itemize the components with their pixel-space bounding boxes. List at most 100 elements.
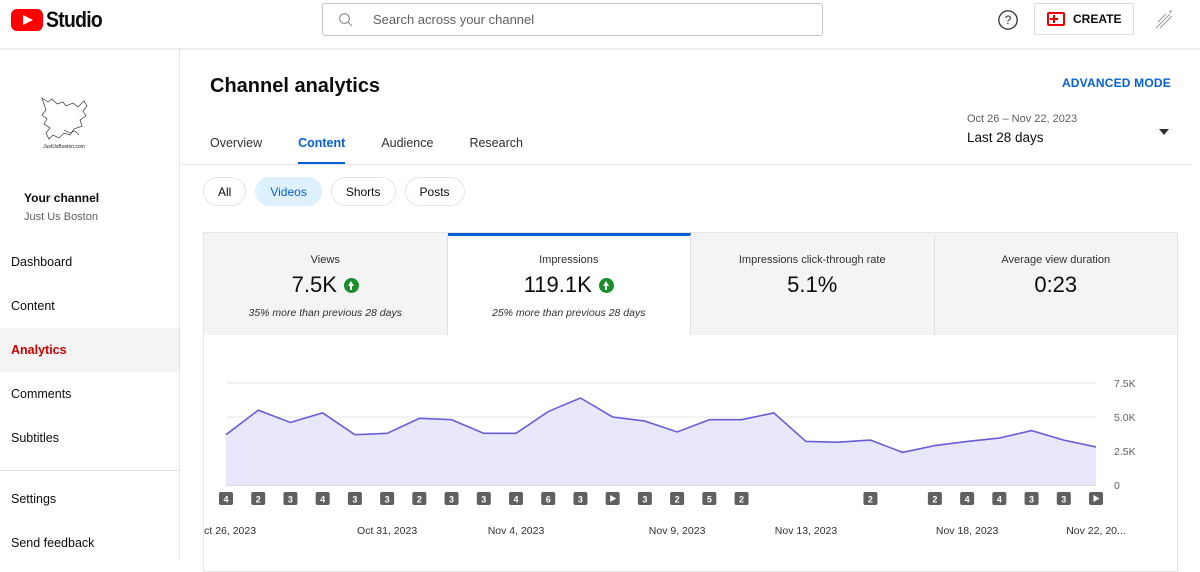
search-box[interactable] [322,3,823,36]
metric-label: Impressions click-through rate [738,254,886,266]
video-marker [283,492,298,505]
video-marker [251,492,266,505]
x-tick-label: Nov 13, 2023 [775,525,838,537]
sidebar-item-content[interactable]: Content [11,299,55,313]
video-marker-count: 2 [417,495,422,505]
sidebar-item-comments[interactable]: Comments [11,387,72,401]
logo-text: Studio [46,7,103,32]
metric-value-row: 7.5K [204,272,447,298]
account-avatar-icon[interactable] [1152,8,1176,32]
video-marker-count: 2 [739,495,744,505]
channel-avatar[interactable]: JustUsBoston.com [24,84,104,164]
play-icon [1093,495,1100,502]
chip-videos[interactable]: Videos [255,177,322,206]
tab-content[interactable]: Content [298,130,346,165]
chip-all[interactable]: All [203,177,247,206]
video-marker-count: 3 [449,495,454,505]
video-marker [219,492,233,505]
metric-card-ctr[interactable]: Impressions click-through rate 5.1% [691,233,935,335]
channel-avatar-text: JustUsBoston.com [43,144,85,150]
x-tick-label: Nov 18, 2023 [936,525,999,537]
video-marker-count: 3 [385,495,390,505]
y-tick-label: 5.0K [1114,412,1136,424]
video-marker [637,492,652,505]
video-marker [670,492,685,505]
main-content: Channel analytics ADVANCED MODE Oct 26 –… [181,48,1191,572]
metric-value: 119.1K [523,272,592,297]
advanced-mode-link[interactable]: ADVANCED MODE [1061,76,1171,90]
tab-audience[interactable]: Audience [381,136,434,150]
trend-up-icon [343,277,359,293]
studio-logo[interactable]: Studio [11,7,110,33]
content-type-chips: All Videos Shorts Posts [203,177,465,206]
y-tick-label: 0 [1114,480,1120,492]
x-tick-label: Nov 9, 2023 [649,525,706,537]
video-marker [541,492,556,505]
metric-value-row: 5.1% [691,272,934,298]
video-marker-count: 5 [707,495,712,505]
video-marker-count: 4 [223,495,228,505]
trend-up-icon [598,277,614,293]
sidebar-nav: Dashboard Content Analytics Comments Sub… [0,240,179,565]
sidebar-item-send-feedback[interactable]: Send feedback [11,536,95,550]
x-tick-label: Nov 4, 2023 [488,525,545,537]
tab-research[interactable]: Research [469,136,523,150]
video-marker [476,492,491,505]
date-range-dates: Oct 26 – Nov 22, 2023 [967,113,1078,125]
video-marker-count: 3 [481,495,486,505]
date-range-period: Last 28 days [967,130,1044,145]
date-range-picker[interactable]: Oct 26 – Nov 22, 2023 Last 28 days [967,113,1077,145]
video-marker [1024,492,1039,505]
metric-card-views[interactable]: Views 7.5K 35% more than previous 28 day… [204,233,448,335]
video-marker-count: 6 [546,495,551,505]
search-input[interactable] [373,12,793,27]
page-title: Channel analytics [210,75,381,97]
metric-label: Average view duration [1001,254,1111,266]
chip-posts[interactable]: Posts [404,177,465,206]
video-marker-count: 2 [675,495,680,505]
video-marker [1056,492,1071,505]
video-marker [734,492,749,505]
play-icon [610,495,617,502]
video-marker [863,492,878,505]
metric-cards: Views 7.5K 35% more than previous 28 day… [204,233,1177,335]
metric-label: Impressions [539,254,599,266]
svg-text:?: ? [1005,13,1012,27]
create-button[interactable]: CREATE [1034,3,1134,35]
sidebar-item-analytics[interactable]: Analytics [0,328,179,372]
sidebar-item-dashboard[interactable]: Dashboard [11,255,73,269]
top-bar: Studio ? CREATE [0,0,1200,48]
video-marker [380,492,395,505]
video-marker-count: 3 [352,495,357,505]
video-marker-count: 2 [932,495,937,505]
video-marker-count: 4 [997,495,1002,505]
youtube-play-icon [11,9,43,31]
video-marker [960,492,975,505]
tab-overview[interactable]: Overview [210,136,263,150]
help-icon[interactable]: ? [997,9,1019,31]
video-marker [573,492,588,505]
x-tick-label: Oct 31, 2023 [357,525,417,537]
sidebar-item-subtitles[interactable]: Subtitles [11,431,59,445]
chip-shorts[interactable]: Shorts [330,177,396,206]
y-tick-label: 7.5K [1114,378,1136,390]
video-marker-count: 3 [1061,495,1066,505]
metric-value: 5.1% [787,272,838,297]
impressions-chart[interactable]: 7.5K 5.0K 2.5K 0 4 2 3 4 3 3 2 3 3 4 6 3 3 2 5 2 2 2 4 4 3 3 Oct 2… [204,335,1177,571]
video-marker [992,492,1007,505]
video-marker [347,492,362,505]
create-video-icon [1047,12,1065,26]
y-tick-label: 2.5K [1114,446,1136,458]
video-marker-count: 3 [578,495,583,505]
chevron-down-icon[interactable] [1159,129,1169,135]
video-marker-count: 4 [320,495,325,505]
metric-card-impressions[interactable]: Impressions 119.1K 25% more than previou… [447,233,691,335]
video-marker [927,492,942,505]
metric-value-row: 119.1K [448,272,691,298]
metric-card-avg-view-duration[interactable]: Average view duration 0:23 [934,233,1177,335]
metric-note: 35% more than previous 28 days [248,307,402,319]
create-label: CREATE [1073,12,1122,26]
sidebar-item-settings[interactable]: Settings [11,492,57,506]
tabs-divider [181,164,1191,165]
x-tick-label: Oct 26, 2023 [204,525,256,537]
